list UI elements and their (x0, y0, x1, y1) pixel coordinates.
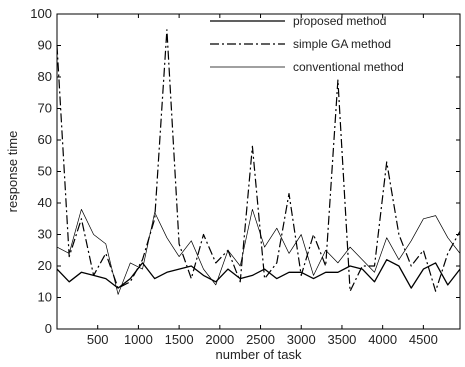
y-tick-label: 80 (38, 69, 52, 84)
x-tick-label: 4500 (409, 332, 438, 347)
legend: proposed method simple GA method convent… (210, 14, 404, 74)
y-axis-title: response time (5, 131, 20, 213)
y-tick-label: 40 (38, 195, 52, 210)
x-tick-label: 1500 (165, 332, 194, 347)
series-simple-ga-method (56, 29, 461, 292)
legend-label-proposed: proposed method (293, 14, 386, 28)
y-tick-label: 20 (38, 258, 52, 273)
y-tick-label: 30 (38, 227, 52, 242)
legend-label-conventional: conventional method (293, 60, 404, 74)
y-tick-label: 60 (38, 132, 52, 147)
x-tick-label: 1000 (124, 332, 153, 347)
y-tick-label: 10 (38, 290, 52, 305)
series-proposed-method (56, 259, 461, 289)
series-layer (56, 29, 461, 295)
x-tick-label: 2500 (246, 332, 275, 347)
x-axis-title: number of task (216, 347, 302, 362)
y-tick-label: 70 (38, 101, 52, 116)
x-tick-label: 4000 (368, 332, 397, 347)
series-conventional-method (56, 208, 461, 295)
ticks-layer: 0 10 20 30 40 50 60 70 80 90 100 500 1000 1500 2000 250… (30, 6, 460, 347)
y-tick-label: 50 (38, 164, 52, 179)
x-tick-label: 500 (87, 332, 109, 347)
legend-label-simple-ga: simple GA method (293, 37, 391, 51)
x-tick-label: 2000 (205, 332, 234, 347)
y-tick-label: 90 (38, 38, 52, 53)
y-tick-label: 100 (30, 6, 52, 21)
y-tick-label: 0 (45, 321, 52, 336)
x-tick-label: 3000 (287, 332, 316, 347)
x-tick-label: 3500 (327, 332, 356, 347)
